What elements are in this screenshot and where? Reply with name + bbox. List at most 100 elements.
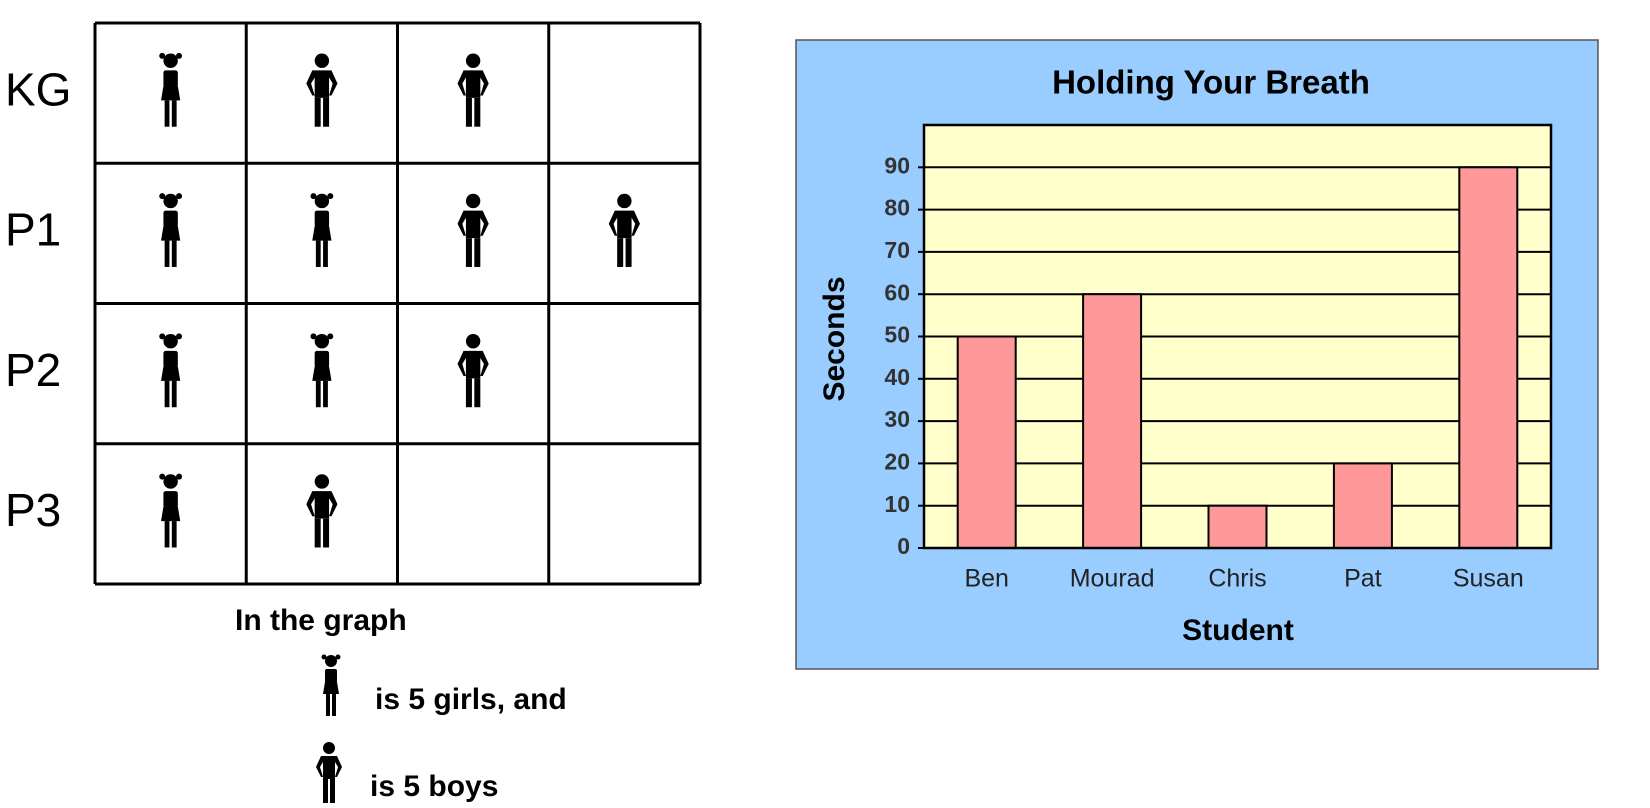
icon-leg [323, 518, 330, 548]
icon-leg [474, 378, 481, 408]
x-tick-label: Ben [964, 565, 1008, 593]
girl-icon [159, 333, 183, 408]
icon-leg [323, 380, 328, 408]
girl-icon [310, 333, 334, 408]
icon-leg [315, 380, 321, 408]
icon-leg [323, 240, 328, 267]
icon-torso [163, 210, 178, 228]
icon-hair [159, 193, 166, 200]
icon-head [314, 334, 330, 349]
icon-hair [327, 193, 334, 200]
icon-head [465, 193, 481, 209]
x-tick-label: Mourad [1070, 565, 1155, 593]
icon-head [314, 474, 330, 489]
icon-hair [335, 654, 341, 660]
icon-skirt [161, 506, 181, 522]
icon-head [465, 334, 481, 349]
icon-leg [171, 240, 177, 267]
plot-border [922, 123, 1553, 550]
icon-head [163, 334, 178, 349]
icon-torso [163, 350, 178, 368]
y-tick-label: 0 [897, 533, 910, 559]
icon-leg [323, 779, 328, 803]
icon-skirt [312, 366, 332, 381]
icon-leg [326, 694, 330, 716]
icon-leg [465, 378, 472, 408]
icon-head [163, 193, 178, 209]
icon-head [314, 53, 330, 68]
icon-head [325, 655, 337, 667]
boy-icon [457, 53, 489, 127]
icon-head [323, 742, 335, 754]
y-tick-label: 90 [884, 152, 910, 178]
icon-leg [171, 380, 177, 408]
icon-head [314, 193, 330, 209]
icon-torso [325, 669, 337, 683]
boy-icon [457, 334, 489, 408]
icon-head [163, 53, 178, 68]
y-tick-label: 80 [884, 195, 910, 221]
girl-icon [159, 193, 183, 267]
icon-leg [617, 238, 624, 267]
icon-hair [310, 333, 317, 340]
boy-icon [316, 742, 342, 803]
icon-leg [474, 97, 481, 127]
girl-icon [321, 654, 341, 716]
icon-hair [176, 473, 183, 480]
icon-leg [465, 97, 472, 127]
boy-icon [306, 53, 338, 127]
icon-torso [306, 491, 338, 519]
girl-icon [159, 52, 183, 127]
icon-hair [176, 52, 183, 59]
girl-icon [310, 193, 334, 267]
y-axis-label: Seconds [818, 276, 851, 401]
icon-leg [164, 521, 170, 548]
icon-torso [608, 210, 640, 239]
key-label: is 5 girls, and [375, 683, 567, 716]
icon-head [163, 474, 178, 489]
y-tick-label: 30 [884, 406, 910, 432]
icon-head [617, 193, 632, 209]
icon-skirt [161, 85, 181, 101]
icon-torso [163, 491, 178, 508]
icon-leg [323, 97, 330, 127]
icon-hair [159, 333, 166, 340]
x-tick-label: Pat [1344, 565, 1382, 593]
girl-icon [159, 473, 183, 548]
boy-icon [457, 193, 489, 267]
icon-hair [321, 654, 327, 660]
boy-icon [608, 193, 640, 267]
icon-hair [176, 193, 183, 200]
boy-icon [306, 474, 338, 548]
icon-torso [314, 210, 330, 228]
icon-leg [332, 694, 336, 716]
icon-head [465, 53, 481, 68]
icon-torso [163, 70, 178, 88]
icon-leg [625, 238, 632, 267]
row-label: KG [5, 63, 71, 115]
icon-hair [310, 193, 317, 200]
bar [1082, 293, 1143, 550]
x-axis-label: Student [1182, 614, 1294, 647]
icon-leg [314, 97, 321, 127]
key-title: In the graph [235, 604, 407, 637]
y-tick-label: 70 [884, 237, 910, 263]
row-label: P3 [5, 484, 61, 536]
y-tick-label: 40 [884, 364, 910, 390]
y-tick-label: 20 [884, 448, 910, 474]
icon-skirt [161, 226, 181, 241]
icon-leg [330, 779, 335, 803]
icon-leg [171, 521, 177, 548]
icon-leg [474, 238, 481, 267]
row-label: P1 [5, 204, 61, 256]
icon-skirt [323, 682, 339, 694]
chart-title: Holding Your Breath [1052, 64, 1370, 101]
icon-leg [465, 238, 472, 267]
icon-leg [164, 380, 170, 408]
y-tick-label: 10 [884, 491, 910, 517]
icon-skirt [161, 366, 181, 381]
icon-leg [314, 518, 321, 548]
key-label: is 5 boys [370, 770, 498, 803]
